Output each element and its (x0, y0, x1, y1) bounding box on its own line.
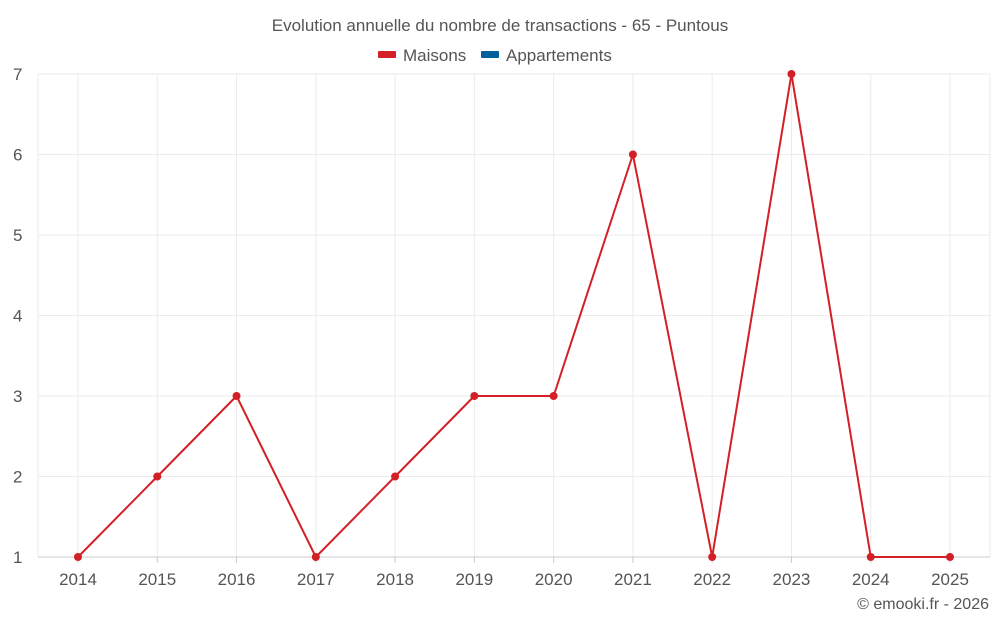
x-tick-label: 2014 (59, 570, 97, 589)
y-tick-label: 3 (13, 387, 22, 406)
data-point[interactable] (946, 553, 954, 561)
data-point[interactable] (311, 553, 320, 561)
x-tick-label: 2022 (693, 570, 731, 589)
x-tick-label: 2019 (455, 570, 493, 589)
legend: Maisons Appartements (378, 46, 612, 65)
data-point[interactable] (391, 472, 400, 481)
y-axis-ticks: 1 2 3 4 5 6 7 (13, 65, 22, 567)
data-point[interactable] (708, 553, 717, 561)
data-point[interactable] (470, 392, 479, 400)
legend-label-maisons: Maisons (403, 46, 466, 65)
legend-label-appartements: Appartements (506, 46, 612, 65)
data-point[interactable] (74, 553, 82, 561)
data-point[interactable] (787, 70, 796, 78)
x-tick-label: 2024 (852, 570, 890, 589)
x-tick-label: 2018 (376, 570, 414, 589)
x-tick-label: 2021 (614, 570, 652, 589)
x-tick-label: 2023 (773, 570, 811, 589)
x-tick-label: 2025 (931, 570, 969, 589)
data-point[interactable] (153, 472, 162, 481)
y-tick-label: 6 (13, 146, 22, 165)
x-tick-label: 2015 (138, 570, 176, 589)
chart-title: Evolution annuelle du nombre de transact… (272, 16, 728, 35)
credit-text[interactable]: © emooki.fr - 2026 (857, 596, 989, 613)
data-point[interactable] (549, 392, 558, 400)
y-tick-label: 7 (13, 65, 22, 84)
x-axis-ticks: 2014 2015 2016 2017 2018 2019 2020 2021 2022 2023… (59, 557, 969, 589)
y-tick-label: 1 (13, 548, 22, 567)
series-lines (77, 73, 950, 558)
data-point[interactable] (866, 553, 875, 561)
legend-item-maisons[interactable]: Maisons (378, 46, 466, 65)
data-point[interactable] (232, 392, 241, 400)
y-tick-label: 4 (13, 307, 22, 326)
y-tick-label: 2 (13, 468, 22, 487)
series-line-maisons[interactable] (77, 73, 950, 558)
y-tick-label: 5 (13, 226, 22, 245)
x-tick-label: 2020 (535, 570, 573, 589)
x-tick-label: 2017 (297, 570, 335, 589)
legend-item-appartements[interactable]: Appartements (481, 46, 612, 65)
legend-swatch-maisons (378, 51, 396, 58)
series-points (74, 70, 954, 561)
data-point[interactable] (628, 150, 637, 159)
legend-swatch-appartements (481, 51, 499, 58)
grid (37, 73, 991, 557)
x-tick-label: 2016 (218, 570, 256, 589)
